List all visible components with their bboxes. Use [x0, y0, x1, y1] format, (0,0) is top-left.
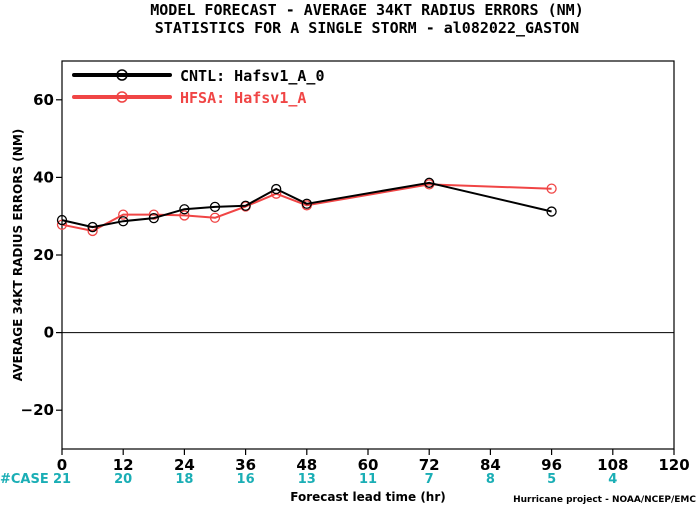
data-point-cntl — [301, 198, 312, 209]
legend-label-cntl: CNTL: Hafsv1_A_0 — [180, 67, 325, 85]
case-count: 13 — [298, 472, 316, 487]
x-tick-label: 36 — [235, 456, 256, 474]
data-point-hfsa — [118, 209, 129, 220]
data-point-hfsa — [148, 209, 159, 220]
series-hfsa — [56, 179, 557, 237]
legend-label-hfsa: HFSA: Hafsv1_A — [180, 89, 306, 107]
legend-marker-hfsa — [116, 91, 128, 103]
x-tick-label: 72 — [419, 456, 440, 474]
x-tick-label: 0 — [57, 456, 67, 474]
legend-marker-cntl — [116, 69, 128, 81]
x-tick-label: 60 — [358, 456, 379, 474]
y-axis-label: AVERAGE 34KT RADIUS ERRORS (NM) — [11, 129, 25, 381]
y-tick-label: 20 — [33, 246, 54, 264]
data-point-cntl — [424, 177, 435, 188]
y-tick-label: −20 — [21, 401, 54, 419]
series-cntl — [56, 177, 557, 233]
x-tick-label: 12 — [113, 456, 134, 474]
case-count: 16 — [237, 472, 255, 487]
data-point-cntl — [148, 212, 159, 224]
case-count: 21 — [53, 472, 71, 487]
plot-frame — [61, 60, 675, 450]
y-tick-label: 40 — [33, 168, 54, 186]
data-point-cntl — [546, 206, 557, 217]
case-count: 5 — [547, 472, 556, 487]
x-tick-label: 24 — [174, 456, 195, 474]
data-point-cntl — [240, 200, 251, 211]
credit-text: Hurricane project - NOAA/NCEP/EMC — [513, 495, 696, 505]
case-count: 7 — [425, 472, 434, 487]
case-count: 11 — [359, 472, 377, 487]
chart-title-line1: MODEL FORECAST - AVERAGE 34KT RADIUS ERR… — [150, 1, 583, 19]
data-point-hfsa — [179, 210, 190, 221]
y-tick-label: 60 — [33, 91, 54, 109]
y-tick-label: 0 — [44, 324, 54, 342]
data-point-hfsa — [209, 212, 221, 223]
x-tick-label: 84 — [480, 456, 501, 474]
case-label: #CASE — [0, 472, 49, 487]
x-tick-label: 120 — [658, 456, 689, 474]
x-axis-label: Forecast lead time (hr) — [290, 490, 446, 504]
data-point-cntl — [87, 221, 98, 233]
data-point-cntl — [271, 183, 282, 195]
x-tick-label: 48 — [296, 456, 317, 474]
data-point-hfsa — [546, 183, 557, 194]
series-line-cntl — [61, 181, 552, 229]
case-count: 20 — [114, 472, 132, 487]
case-count: 18 — [175, 472, 193, 487]
data-point-cntl — [56, 214, 68, 226]
data-point-cntl — [118, 216, 129, 227]
x-tick-label: 96 — [541, 456, 562, 474]
series-line-hfsa — [61, 183, 552, 232]
case-count: 8 — [486, 472, 495, 487]
data-point-cntl — [209, 201, 221, 213]
chart-title-line2: STATISTICS FOR A SINGLE STORM - al082022… — [155, 19, 579, 37]
x-tick-label: 108 — [597, 456, 628, 474]
case-count: 4 — [608, 472, 617, 487]
data-point-cntl — [179, 204, 190, 215]
legend: CNTL: Hafsv1_A_0 HFSA: Hafsv1_A — [72, 67, 325, 107]
